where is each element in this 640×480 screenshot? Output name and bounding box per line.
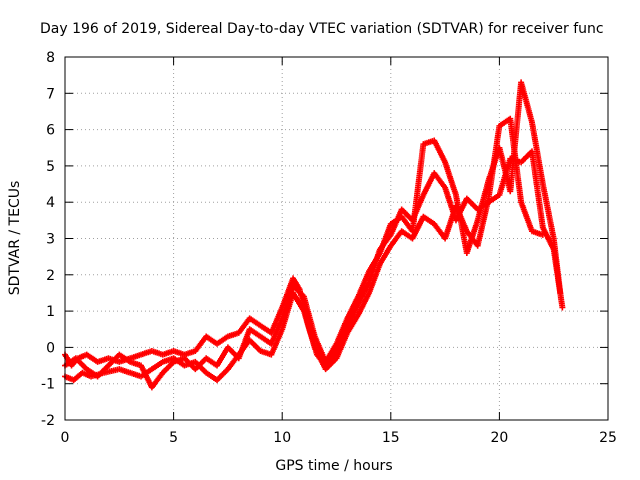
x-tick-label: 5: [169, 430, 178, 446]
y-tick-label: -2: [41, 413, 55, 429]
y-tick-label: -1: [41, 377, 55, 393]
series-trail: [63, 116, 544, 383]
x-tick-label: 25: [599, 430, 617, 446]
y-tick-label: 5: [46, 159, 55, 175]
series-trail: [63, 81, 563, 389]
y-tick-label: 1: [46, 304, 55, 320]
y-tick-label: 7: [46, 86, 55, 102]
y-tick-label: 4: [46, 195, 55, 211]
y-tick-label: 6: [46, 123, 55, 139]
x-tick-label: 20: [490, 430, 508, 446]
y-tick-label: 8: [46, 50, 55, 66]
y-tick-label: 2: [46, 268, 55, 284]
x-tick-label: 0: [61, 430, 70, 446]
x-tick-label: 10: [273, 430, 291, 446]
x-axis-label: GPS time / hours: [275, 458, 392, 474]
x-tick-label: 15: [382, 430, 400, 446]
series-track-c: [62, 79, 564, 391]
y-axis-label: SDTVAR / TECUs: [7, 181, 23, 296]
series-track-b: [62, 115, 546, 384]
y-tick-label: 0: [46, 340, 55, 356]
axis-ticks: -2 -1 0 1 2 3 4 5 6 7 8 0 5 10 15 20 25: [41, 50, 617, 446]
chart-title: Day 196 of 2019, Sidereal Day-to-day VTE…: [40, 21, 604, 37]
y-tick-label: 3: [46, 232, 55, 248]
data-series: [62, 79, 566, 391]
